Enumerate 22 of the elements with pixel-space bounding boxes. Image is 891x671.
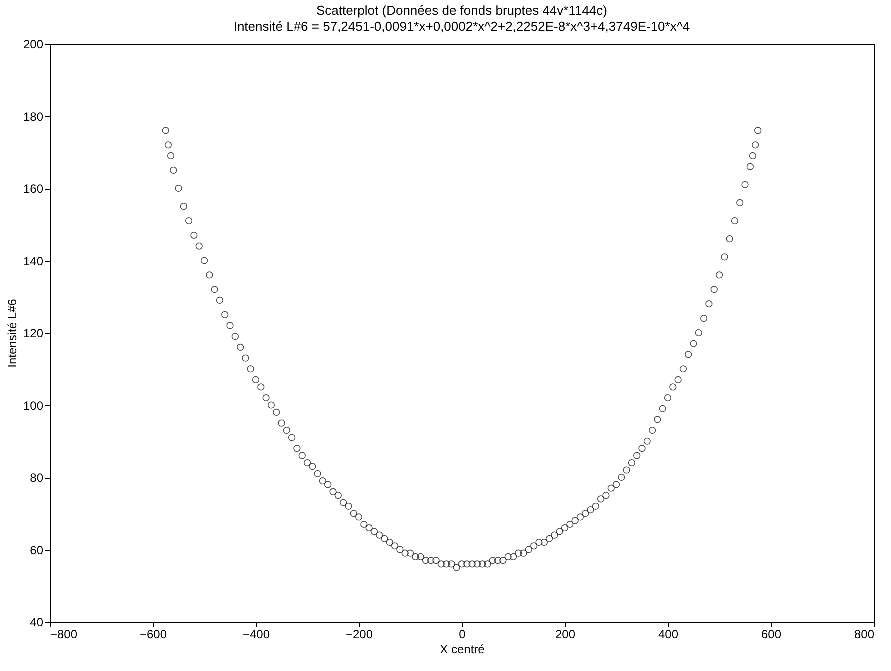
- x-tick-label: 0: [459, 628, 466, 642]
- x-axis-title: X centré: [440, 642, 486, 656]
- x-tick-label: 600: [761, 628, 782, 642]
- y-tick-label: 60: [30, 543, 44, 558]
- y-tick-label: 140: [23, 254, 44, 268]
- chart-subtitle: Intensité L#6 = 57,2451-0,0091*x+0,0002*x^2+2,2252E-8*x^3+4,3749E-10*x^4: [234, 19, 690, 34]
- chart-title: Scatterplot (Données de fonds bruptes 44v*1144c): [316, 3, 608, 18]
- x-tick-label: 400: [658, 628, 679, 642]
- y-tick-label: 80: [30, 471, 44, 485]
- y-tick-label: 120: [23, 326, 44, 340]
- y-tick-label: 40: [30, 616, 44, 630]
- y-tick-label: 200: [23, 38, 44, 52]
- y-tick-label: 180: [23, 110, 44, 124]
- y-tick-label: 160: [23, 182, 44, 196]
- y-axis-title: Intensité L#6: [5, 298, 20, 368]
- x-tick-label: −400: [242, 628, 270, 642]
- x-tick-label: 800: [854, 628, 875, 642]
- x-tick-label: −800: [50, 628, 78, 642]
- y-tick-label: 100: [23, 398, 44, 413]
- x-tick-label: −600: [140, 628, 168, 642]
- x-tick-label: −200: [346, 628, 374, 642]
- x-tick-label: 200: [555, 628, 576, 642]
